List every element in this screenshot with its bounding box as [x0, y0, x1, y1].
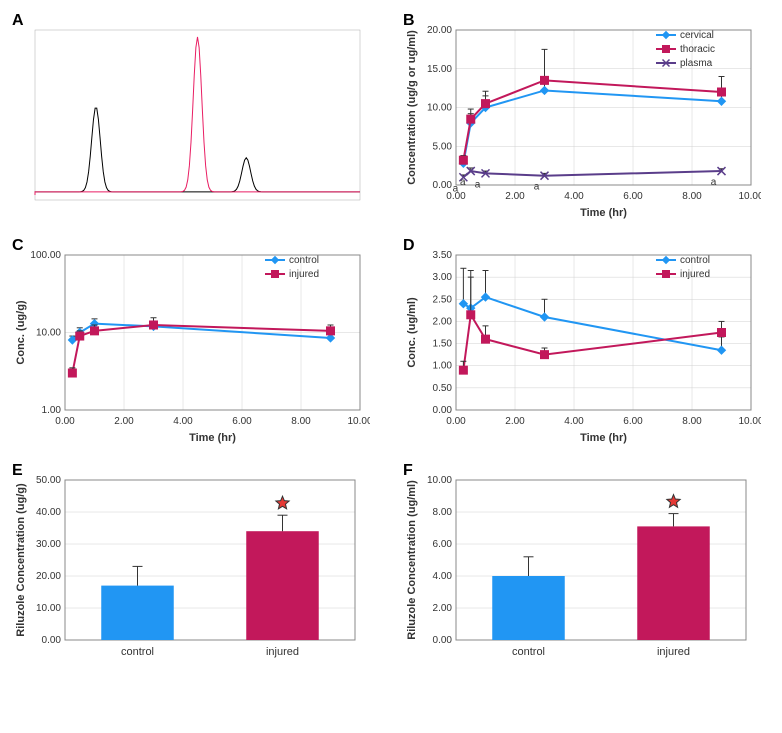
svg-text:control: control	[289, 255, 319, 266]
svg-text:0.00: 0.00	[433, 180, 453, 191]
panel-f: F 0.00 2.00 4.00 6.00 8.00 10.00 control injure…	[401, 460, 772, 670]
svg-text:10.00: 10.00	[738, 416, 761, 427]
svg-text:Time (hr): Time (hr)	[580, 207, 627, 219]
svg-text:cervical: cervical	[680, 30, 714, 41]
svg-text:injured: injured	[680, 269, 710, 280]
chart-f-container: 0.00 2.00 4.00 6.00 8.00 10.00 control injured R…	[401, 460, 772, 670]
svg-text:a: a	[711, 177, 717, 188]
svg-text:10.00: 10.00	[36, 328, 61, 339]
svg-text:40.00: 40.00	[36, 507, 61, 518]
svg-text:a: a	[475, 179, 481, 190]
panel-c: C 1.00 10.00 100.00 0.00 2.00 4.00 6.00 8.00 10.…	[10, 235, 381, 445]
chart-b-container: 0.005.0010.0015.0020.000.002.004.006.008…	[401, 10, 772, 220]
svg-text:0.00: 0.00	[42, 635, 62, 646]
svg-text:5.00: 5.00	[433, 141, 453, 152]
svg-text:Concentration (ug/g or ug/ml): Concentration (ug/g or ug/ml)	[406, 30, 418, 185]
svg-text:4.00: 4.00	[564, 191, 584, 202]
svg-text:control: control	[121, 646, 154, 658]
chart-e-container: 0.00 10.00 20.00 30.00 40.00 50.00 control inju…	[10, 460, 381, 670]
svg-text:2.00: 2.00	[433, 316, 453, 327]
svg-text:8.00: 8.00	[433, 507, 453, 518]
panel-d-label: D	[403, 237, 415, 255]
panel-a-label: A	[12, 12, 24, 30]
svg-text:control: control	[512, 646, 545, 658]
svg-text:a: a	[460, 177, 466, 188]
panel-f-label: F	[403, 462, 413, 480]
svg-text:0.50: 0.50	[433, 383, 453, 394]
panel-c-label: C	[12, 237, 24, 255]
figure-grid: A B 0.00 5.00 10.00 15.00 20.00 0.00 2.00 4.00 6…	[10, 10, 772, 670]
svg-text:0.00: 0.00	[433, 405, 453, 416]
svg-text:a: a	[453, 183, 459, 194]
panel-b-label: B	[403, 12, 415, 30]
panel-e-label: E	[12, 462, 23, 480]
svg-text:0.00: 0.00	[446, 416, 466, 427]
svg-text:6.00: 6.00	[623, 191, 643, 202]
svg-text:30.00: 30.00	[36, 539, 61, 550]
svg-text:2.00: 2.00	[505, 416, 525, 427]
svg-text:3.00: 3.00	[433, 272, 453, 283]
svg-text:4.00: 4.00	[173, 416, 193, 427]
svg-text:8.00: 8.00	[291, 416, 311, 427]
svg-text:6.00: 6.00	[433, 539, 453, 550]
chart-d-container: 0.00 0.50 1.00 1.50 2.00 2.50 3.00 3.50 0.00 2.00…	[401, 235, 772, 445]
panel-a: A	[10, 10, 381, 220]
svg-text:injured: injured	[289, 269, 319, 280]
svg-text:0.00: 0.00	[55, 416, 75, 427]
svg-text:2.00: 2.00	[114, 416, 134, 427]
svg-text:1.00: 1.00	[433, 361, 453, 372]
svg-text:thoracic: thoracic	[680, 44, 715, 55]
svg-text:4.00: 4.00	[564, 416, 584, 427]
svg-text:3.50: 3.50	[433, 250, 453, 261]
svg-text:control: control	[680, 255, 710, 266]
svg-text:Conc. (ug/ml): Conc. (ug/ml)	[406, 297, 418, 368]
svg-text:1.50: 1.50	[433, 339, 453, 350]
svg-text:injured: injured	[657, 646, 690, 658]
panel-e: E 0.00 10.00 20.00 30.00 40.00 50.00 control in…	[10, 460, 381, 670]
svg-text:Time (hr): Time (hr)	[580, 432, 627, 444]
svg-text:8.00: 8.00	[682, 191, 702, 202]
svg-text:1.00: 1.00	[42, 405, 62, 416]
svg-text:Riluzole Concentration (ug/ml): Riluzole Concentration (ug/ml)	[406, 480, 418, 640]
svg-text:plasma: plasma	[680, 58, 713, 69]
svg-text:2.50: 2.50	[433, 294, 453, 305]
svg-text:10.00: 10.00	[36, 603, 61, 614]
svg-text:10.00: 10.00	[738, 191, 761, 202]
svg-text:100.00: 100.00	[30, 250, 61, 261]
svg-text:10.00: 10.00	[347, 416, 370, 427]
svg-text:2.00: 2.00	[505, 191, 525, 202]
svg-text:10.00: 10.00	[427, 475, 452, 486]
svg-text:20.00: 20.00	[36, 571, 61, 582]
svg-text:10.00: 10.00	[427, 103, 452, 114]
panel-d: D 0.00 0.50 1.00 1.50 2.00 2.50 3.00 3.50 0.00 2.…	[401, 235, 772, 445]
svg-text:50.00: 50.00	[36, 475, 61, 486]
chart-a-container	[10, 10, 381, 220]
svg-text:15.00: 15.00	[427, 64, 452, 75]
svg-text:Riluzole Concentration (ug/g): Riluzole Concentration (ug/g)	[15, 483, 27, 637]
svg-text:injured: injured	[266, 646, 299, 658]
svg-text:6.00: 6.00	[232, 416, 252, 427]
chart-c-container: 1.00 10.00 100.00 0.00 2.00 4.00 6.00 8.00 10.00…	[10, 235, 381, 445]
panel-b: B 0.005.0010.0015.0020.000.002.004.006.0…	[401, 10, 772, 220]
svg-text:4.00: 4.00	[433, 571, 453, 582]
svg-text:Conc. (ug/g): Conc. (ug/g)	[15, 300, 27, 364]
svg-text:0.00: 0.00	[433, 635, 453, 646]
svg-text:a: a	[534, 182, 540, 193]
svg-text:20.00: 20.00	[427, 25, 452, 36]
svg-text:8.00: 8.00	[682, 416, 702, 427]
svg-text:6.00: 6.00	[623, 416, 643, 427]
svg-text:Time (hr): Time (hr)	[189, 432, 236, 444]
svg-text:2.00: 2.00	[433, 603, 453, 614]
